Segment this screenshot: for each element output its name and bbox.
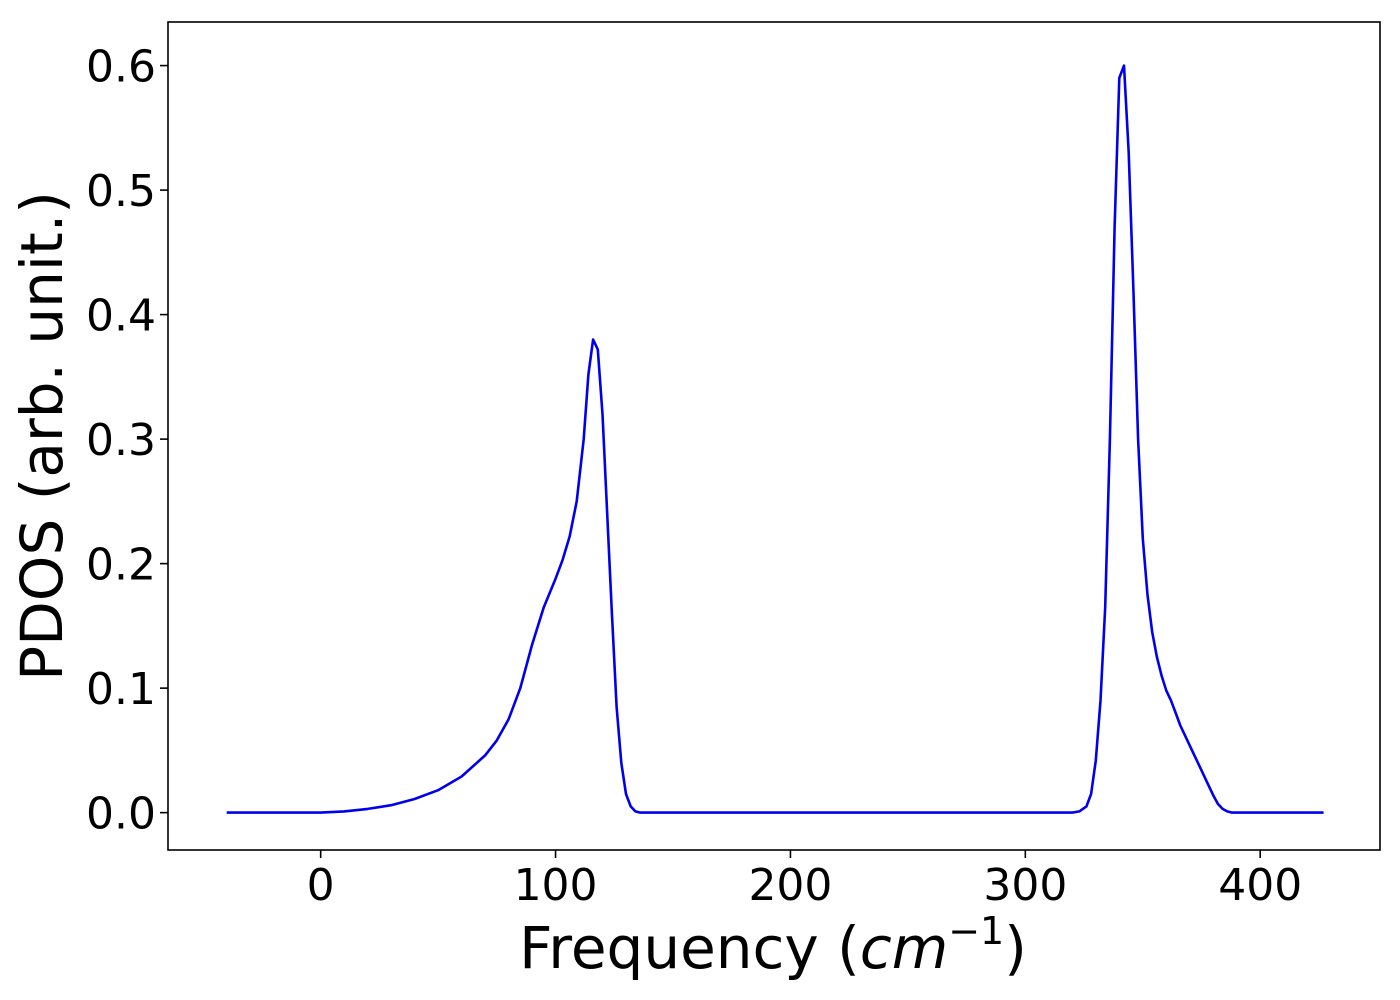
y-tick-label: 0.0 (86, 789, 156, 840)
y-axis-label: PDOS (arb. unit.) (8, 191, 76, 681)
series-line (226, 64, 1324, 814)
x-tick-label: 300 (983, 860, 1067, 911)
y-tick-label: 0.2 (86, 540, 156, 591)
x-tick-label: 0 (307, 860, 335, 911)
y-tick-label: 0.5 (86, 166, 156, 217)
y-tick-label: 0.3 (86, 415, 156, 466)
y-tick-label: 0.1 (86, 664, 156, 715)
x-tick-label: 100 (514, 860, 598, 911)
plot-area: 0 100 200 300 400 0.0 0.1 0.2 0.3 0.4 0.5 0.6 (86, 21, 1381, 911)
x-axis-label-superscript: −1 (948, 909, 1004, 953)
y-tick-label: 0.6 (86, 42, 156, 93)
x-axis-label-main: Frequency ( (519, 914, 860, 982)
x-tick-label: 200 (748, 860, 832, 911)
x-axis-label-close: ) (1004, 914, 1027, 982)
y-tick-label: 0.4 (86, 291, 156, 342)
axes-frame (167, 21, 1381, 851)
y-axis: 0.0 0.1 0.2 0.3 0.4 0.5 0.6 (86, 42, 168, 840)
x-axis-label: Frequency (cm−1) (519, 909, 1027, 982)
x-axis: 0 100 200 300 400 (307, 850, 1302, 911)
x-axis-label-math: cm (860, 914, 948, 982)
x-tick-label: 400 (1218, 860, 1302, 911)
